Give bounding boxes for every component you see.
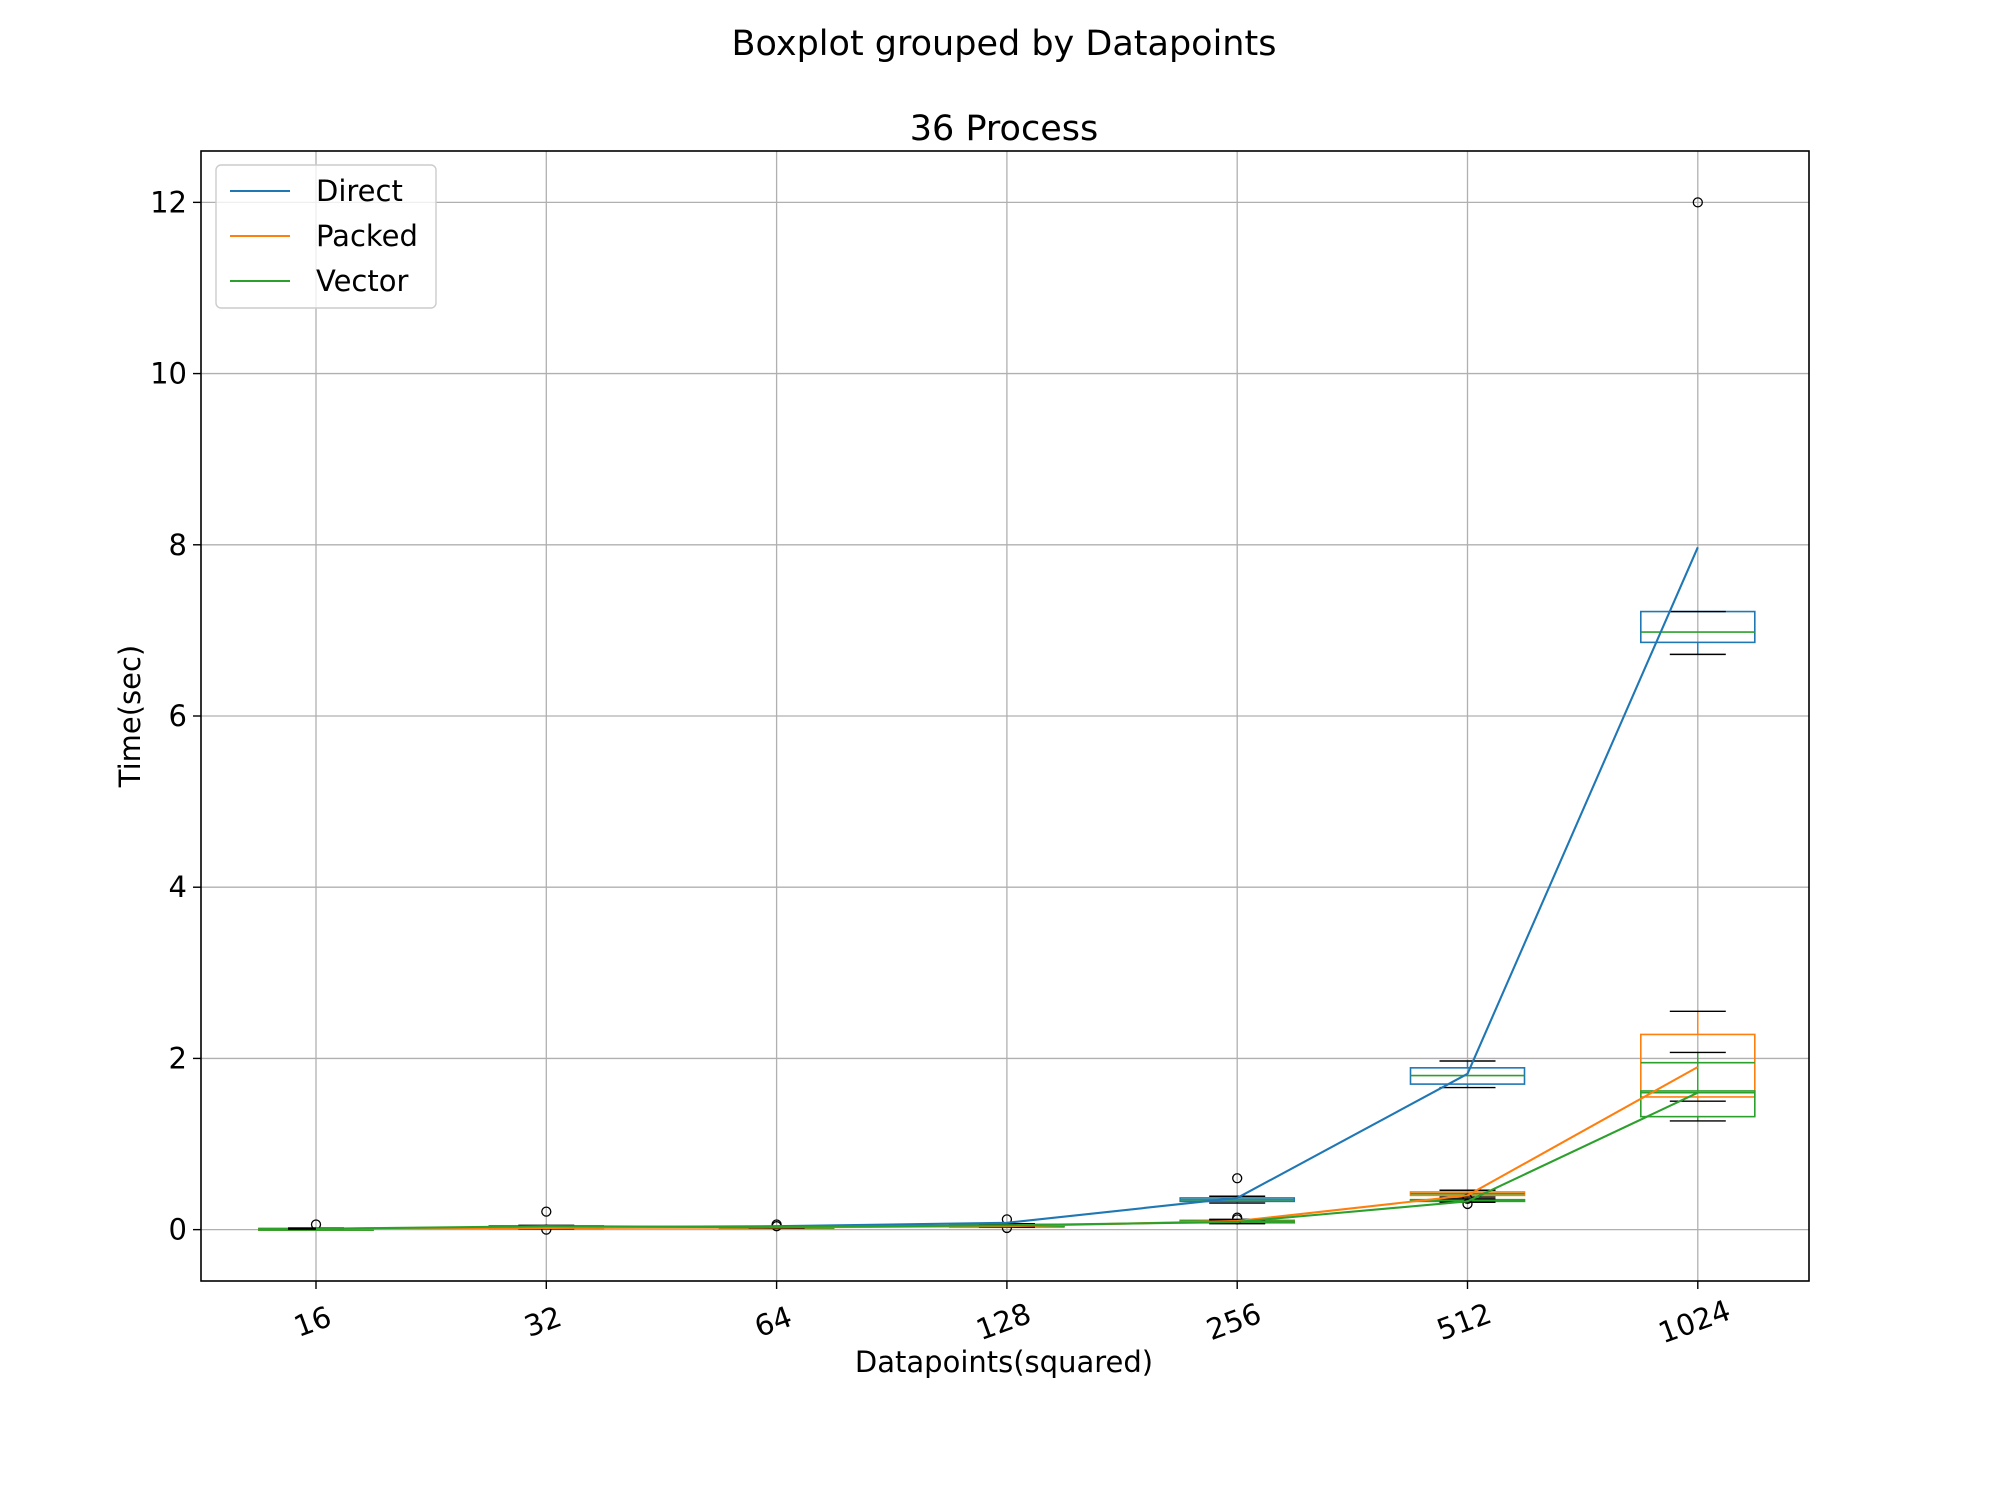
chart-suptitle: Boxplot grouped by Datapoints xyxy=(732,24,1277,64)
x-tick-label: 64 xyxy=(750,1299,796,1344)
legend-label-vector: Vector xyxy=(316,264,408,298)
legend: Direct Packed Vector xyxy=(215,164,437,309)
flier-point xyxy=(541,1206,552,1217)
x-tick-label: 128 xyxy=(972,1296,1036,1347)
x-tick-label: 16 xyxy=(289,1299,335,1344)
series-line-vector xyxy=(315,1091,1699,1230)
x-tick-label: 256 xyxy=(1202,1296,1266,1347)
y-tick-label: 0 xyxy=(169,1213,187,1247)
legend-label-packed: Packed xyxy=(316,219,418,253)
y-tick-label: 6 xyxy=(169,699,187,733)
y-tick-label: 2 xyxy=(169,1041,187,1075)
x-tick-label: 32 xyxy=(520,1299,566,1344)
flier-point xyxy=(1692,197,1703,208)
flier-point xyxy=(1232,1214,1243,1225)
flier-point xyxy=(1462,1198,1473,1210)
legend-label-direct: Direct xyxy=(316,174,403,208)
y-axis-label: Time(sec) xyxy=(113,645,147,789)
x-tick-label: 512 xyxy=(1432,1296,1496,1347)
y-tick-label: 4 xyxy=(169,870,187,904)
chart-title: 36 Process xyxy=(910,109,1098,149)
x-tick-label: 1024 xyxy=(1654,1293,1735,1350)
x-axis-label: Datapoints(squared) xyxy=(855,1345,1153,1379)
flier-point xyxy=(1232,1173,1243,1184)
y-tick-label: 10 xyxy=(150,357,187,391)
legend-frame xyxy=(215,164,437,309)
y-tick-label: 8 xyxy=(169,528,187,562)
y-tick-label: 12 xyxy=(150,185,187,219)
